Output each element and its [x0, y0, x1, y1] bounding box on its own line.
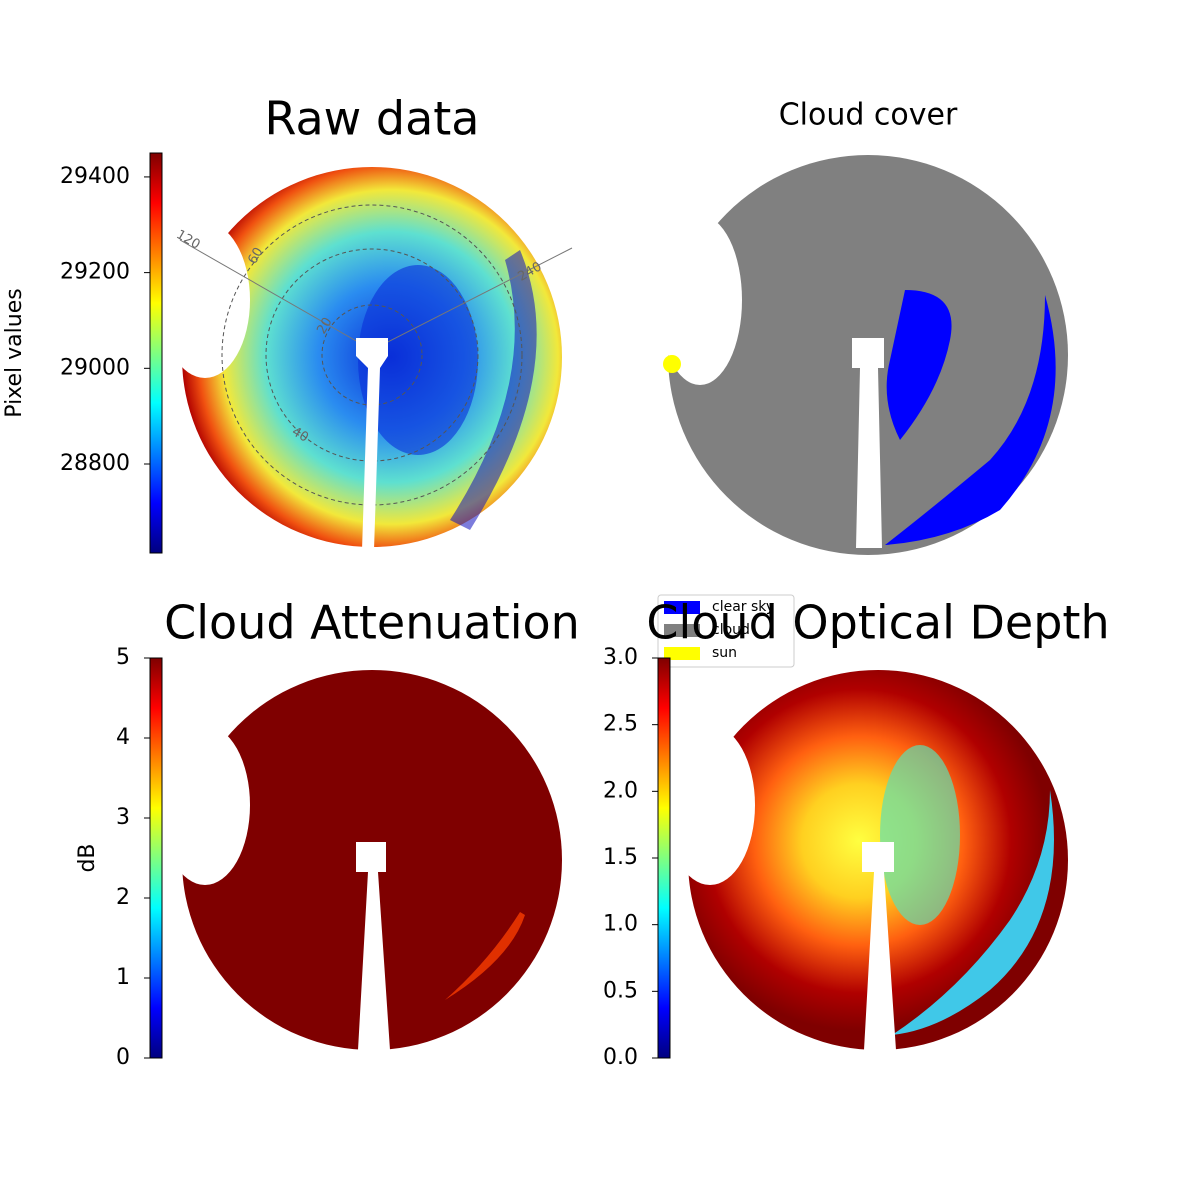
- panel-title: Cloud cover: [779, 98, 958, 133]
- colorbar-tick-label: 28800: [60, 451, 130, 476]
- colorbar-tick-label: 0: [116, 1045, 130, 1070]
- panel-title: Raw data: [265, 92, 480, 146]
- colorbar-label: Pixel values: [2, 288, 27, 417]
- colorbar-label: dB: [75, 843, 100, 872]
- colorbar: [657, 657, 671, 1059]
- legend-swatch: [664, 647, 700, 660]
- polar-grid-label: 60: [245, 245, 266, 267]
- colorbar: [149, 152, 163, 554]
- colorbar: [149, 657, 163, 1059]
- colorbar-tick-label: 29400: [60, 164, 130, 189]
- colorbar-tick-label: 5: [116, 645, 130, 670]
- cloud-cover-image: [658, 155, 1068, 555]
- legend-label: clear sky: [712, 599, 774, 615]
- colorbar-tick-label: 2.0: [603, 778, 638, 803]
- panel-title: Cloud Attenuation: [164, 596, 580, 650]
- panel-title: Cloud Optical Depth: [646, 596, 1109, 650]
- colorbar-tick-label: 29000: [60, 355, 130, 380]
- colorbar-tick-label: 2.5: [603, 712, 638, 737]
- colorbar-tick-label: 0.5: [603, 978, 638, 1003]
- colorbar-tick-label: 1: [116, 965, 130, 990]
- legend-label: sun: [712, 645, 737, 661]
- colorbar-tick-label: 2: [116, 885, 130, 910]
- polar-grid-label: 40: [289, 424, 311, 445]
- colorbar-tick-label: 29200: [60, 260, 130, 285]
- colorbar-tick-label: 3: [116, 805, 130, 830]
- colorbar-tick-label: 0.0: [603, 1045, 638, 1070]
- optical-depth-image: [665, 670, 1068, 1050]
- colorbar-tick-label: 4: [116, 725, 130, 750]
- colorbar-tick-label: 3.0: [603, 645, 638, 670]
- legend-swatch: [664, 624, 700, 637]
- raw-image: [160, 167, 573, 550]
- attenuation-image: [160, 670, 562, 1050]
- polar-grid-label: 20: [314, 315, 335, 337]
- colorbar-tick-label: 1.0: [603, 912, 638, 937]
- colorbar-tick-label: 1.5: [603, 845, 638, 870]
- legend-swatch: [664, 601, 700, 614]
- legend-label: cloud: [712, 622, 750, 638]
